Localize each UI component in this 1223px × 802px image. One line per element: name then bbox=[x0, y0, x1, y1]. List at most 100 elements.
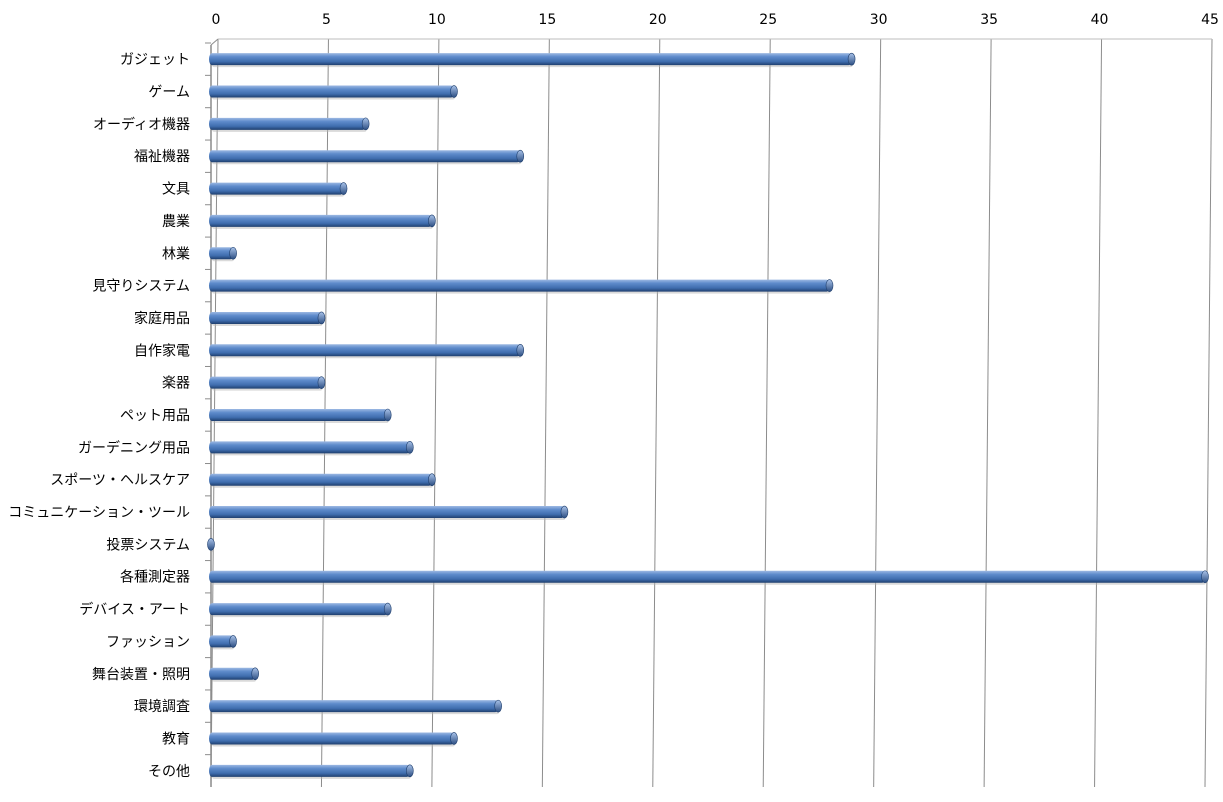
category-label: 農業 bbox=[162, 214, 190, 230]
bar bbox=[209, 473, 436, 488]
category-label: ファッション bbox=[106, 634, 190, 650]
bar-cap bbox=[229, 246, 237, 260]
category-label: 家庭用品 bbox=[134, 310, 190, 327]
bar-body bbox=[209, 344, 521, 357]
bar-cap bbox=[428, 473, 436, 486]
bar-body bbox=[209, 603, 388, 616]
bar bbox=[209, 311, 326, 326]
category-label: 楽器 bbox=[162, 376, 190, 392]
gridline-4 bbox=[652, 38, 661, 788]
x-tick-label: 15 bbox=[538, 12, 556, 28]
bar-body bbox=[209, 667, 256, 680]
x-tick-label: 30 bbox=[870, 12, 888, 28]
bar-cap bbox=[405, 441, 414, 454]
x-tick-label: 10 bbox=[428, 12, 446, 28]
bar-body bbox=[209, 279, 830, 292]
bar bbox=[209, 732, 458, 747]
gridline-5 bbox=[762, 38, 771, 788]
x-tick-label: 20 bbox=[649, 12, 667, 28]
bar bbox=[209, 149, 525, 165]
bar bbox=[207, 538, 215, 553]
bar-cap bbox=[405, 764, 414, 778]
gridline-8 bbox=[1094, 38, 1103, 788]
bar bbox=[209, 214, 436, 229]
bar-cap bbox=[251, 667, 259, 681]
bar bbox=[209, 182, 348, 197]
wall-top-edge bbox=[210, 38, 219, 46]
bar bbox=[209, 85, 458, 100]
bar-body bbox=[209, 117, 366, 130]
category-label: ガーデニング用品 bbox=[78, 439, 190, 456]
bar bbox=[209, 408, 392, 423]
bar-body bbox=[209, 85, 454, 98]
bar-cap bbox=[516, 344, 525, 357]
bar-cap bbox=[450, 85, 458, 98]
gridline-9 bbox=[1204, 38, 1213, 788]
bar-cap bbox=[317, 311, 326, 325]
category-label: 各種測定器 bbox=[120, 570, 190, 586]
category-label: オーディオ機器 bbox=[93, 116, 190, 133]
x-tick-label: 25 bbox=[759, 12, 777, 28]
bar-cap bbox=[825, 279, 834, 292]
category-label: 林業 bbox=[162, 246, 190, 262]
labels-layer: 0 5 10 15 20 25 30 35 40 45 ガジェットゲームオーディオ機器福祉機器文具農… bbox=[8, 12, 1219, 780]
category-label: 自作家電 bbox=[134, 342, 190, 359]
bar bbox=[209, 602, 392, 618]
bar bbox=[209, 344, 525, 359]
category-label: 舞台装置・照明 bbox=[92, 667, 190, 683]
bar bbox=[209, 441, 414, 456]
bar-body bbox=[209, 506, 565, 519]
bar-body bbox=[209, 409, 388, 421]
category-label: 見守りシステム bbox=[92, 279, 190, 295]
bar-body bbox=[209, 376, 322, 389]
bar-body bbox=[209, 700, 499, 713]
bar-cap bbox=[494, 699, 502, 713]
category-label: 福祉機器 bbox=[134, 149, 190, 165]
bar-cap bbox=[428, 214, 436, 228]
category-label: ゲーム bbox=[148, 85, 190, 101]
bar-body bbox=[209, 53, 852, 66]
bar-body bbox=[209, 570, 1205, 583]
x-tick-label: 5 bbox=[322, 12, 331, 28]
bar-cap bbox=[383, 602, 392, 616]
bar-body bbox=[209, 732, 454, 745]
bar bbox=[209, 635, 237, 650]
bar-cap bbox=[1201, 570, 1209, 584]
category-label: 教育 bbox=[162, 731, 190, 747]
category-label: スポーツ・ヘルスケア bbox=[50, 473, 190, 489]
bar bbox=[209, 505, 569, 521]
bar bbox=[209, 376, 326, 391]
bar-body bbox=[209, 247, 234, 260]
gridline-7 bbox=[983, 38, 992, 788]
category-label: ペット用品 bbox=[120, 408, 190, 424]
x-tick-label: 40 bbox=[1091, 12, 1109, 28]
bar bbox=[209, 764, 414, 779]
bar-body bbox=[209, 473, 432, 486]
bar bbox=[209, 699, 502, 715]
bar-body bbox=[209, 150, 521, 163]
bar-cap bbox=[229, 635, 237, 648]
bar-body bbox=[209, 214, 432, 227]
gridline-3 bbox=[541, 38, 550, 788]
category-label: 文具 bbox=[162, 182, 190, 198]
bar bbox=[209, 570, 1209, 585]
bar-cap bbox=[450, 732, 458, 745]
bar-cap bbox=[847, 52, 856, 66]
bar-cap bbox=[383, 408, 392, 422]
bar-body bbox=[209, 182, 344, 195]
x-tick-label: 45 bbox=[1201, 12, 1219, 28]
bar bbox=[209, 279, 834, 294]
bar-body bbox=[209, 764, 410, 777]
x-tick-label: 35 bbox=[980, 12, 998, 28]
bars-layer bbox=[207, 52, 1209, 779]
grid-layer bbox=[210, 38, 1213, 788]
bar-body bbox=[209, 311, 322, 324]
category-label: 環境調査 bbox=[134, 699, 190, 715]
bar bbox=[209, 117, 370, 132]
category-label: その他 bbox=[148, 764, 190, 780]
bar-body bbox=[209, 635, 234, 648]
category-label: ガジェット bbox=[120, 52, 190, 68]
bar-cap bbox=[361, 117, 370, 131]
